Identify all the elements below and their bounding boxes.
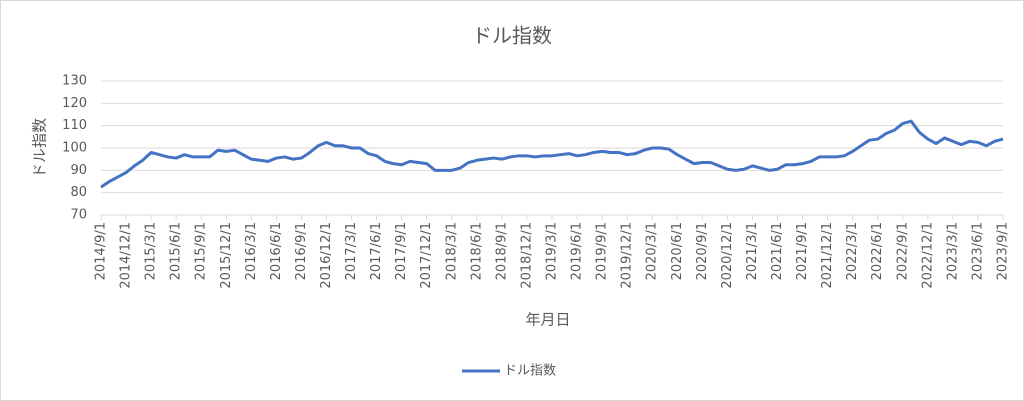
x-tick-label: 2019/6/1 <box>570 222 585 280</box>
legend-label: ドル指数 <box>504 364 556 379</box>
x-tick-label: 2014/12/1 <box>119 222 134 289</box>
x-tick-label: 2019/9/1 <box>595 222 610 280</box>
x-tick-label: 2017/6/1 <box>369 222 384 280</box>
x-tick-label: 2022/9/1 <box>895 222 910 280</box>
x-tick-label: 2017/12/1 <box>419 222 434 289</box>
x-tick-label: 2019/12/1 <box>620 222 635 289</box>
line-series <box>100 119 1004 189</box>
x-tick-label: 2023/6/1 <box>970 222 985 280</box>
x-tick-label: 2021/9/1 <box>795 222 810 280</box>
x-tick-label: 2016/9/1 <box>294 222 309 280</box>
x-tick-label: 2015/6/1 <box>169 222 184 280</box>
x-tick-label: 2018/12/1 <box>519 222 534 289</box>
x-tick-label: 2020/9/1 <box>695 222 710 280</box>
x-tick-label: 2018/6/1 <box>469 222 484 280</box>
x-tick-label: 2017/9/1 <box>394 222 409 280</box>
x-tick-label: 2022/6/1 <box>870 222 885 280</box>
x-tick-label: 2021/12/1 <box>820 222 835 289</box>
x-tick-label: 2020/3/1 <box>645 222 660 280</box>
x-tick-label: 2023/9/1 <box>996 222 1011 280</box>
x-tick-label: 2017/3/1 <box>344 222 359 280</box>
x-tick-label: 2020/6/1 <box>670 222 685 280</box>
x-tick-label: 2015/12/1 <box>219 222 234 289</box>
x-tick-label: 2018/3/1 <box>444 222 459 280</box>
x-tick-label: 2016/12/1 <box>319 222 334 289</box>
x-tick-label: 2014/9/1 <box>94 222 109 280</box>
x-tick-label: 2016/3/1 <box>244 222 259 280</box>
x-tick-label: 2020/12/1 <box>720 222 735 289</box>
x-tick-label: 2015/3/1 <box>144 222 159 280</box>
x-tick-label: 2019/3/1 <box>545 222 560 280</box>
x-tick-label: 2015/9/1 <box>194 222 209 280</box>
x-tick-label: 2023/3/1 <box>945 222 960 280</box>
y-tick-label: 100 <box>62 141 87 156</box>
x-tick-label: 2021/3/1 <box>745 222 760 280</box>
x-tick-label: 2022/3/1 <box>845 222 860 280</box>
x-axis-title: 年月日 <box>525 311 570 329</box>
chart-title: ドル指数 <box>472 24 552 48</box>
y-tick-label: 80 <box>70 185 87 200</box>
x-tick-label: 2021/6/1 <box>770 222 785 280</box>
y-tick-label: 90 <box>70 163 87 178</box>
y-tick-label: 110 <box>62 118 87 133</box>
x-tick-label: 2018/9/1 <box>494 222 509 280</box>
y-tick-label: 120 <box>62 96 87 111</box>
y-axis-title: ドル指数 <box>31 118 49 178</box>
x-tick-label: 2016/6/1 <box>269 222 284 280</box>
x-tick-label: 2022/12/1 <box>920 222 935 289</box>
y-tick-label: 70 <box>70 208 87 223</box>
y-tick-label: 130 <box>62 74 87 89</box>
